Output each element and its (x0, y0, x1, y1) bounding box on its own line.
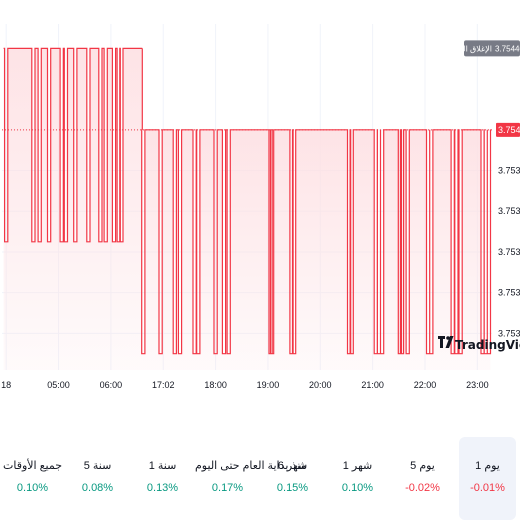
performance-period-value: 0.15% (276, 482, 309, 494)
price-chart[interactable]: 3.753800 3.753600 3.753400 3.753200 3.753000… (0, 0, 520, 390)
performance-period-value: 0.13% (146, 482, 179, 494)
time-axis: 18 05:00 06:00 17:02 18:00 19:00 20:00 21:00 22:… (1, 380, 488, 390)
price-area-fill (3, 48, 143, 371)
x-tick-label: 21:00 (361, 380, 384, 390)
performance-period-2[interactable]: 1 شهر 0.10% (325, 437, 390, 520)
y-tick-label: 3.753400 (498, 247, 520, 257)
chart-canvas[interactable]: 3.753800 3.753600 3.753400 3.753200 3.753000… (0, 0, 520, 390)
price-axis: 3.753800 3.753600 3.753400 3.753200 3.753000 (498, 166, 520, 339)
performance-period-4[interactable]: منذ بداية العام حتى اليوم 0.17% (195, 437, 307, 520)
price-line (3, 47, 143, 243)
performance-period-6[interactable]: 5 سنة 0.08% (65, 437, 130, 520)
performance-period-7[interactable]: جميع الأوقات 0.10% (0, 437, 65, 520)
y-tick-label: 3.753200 (498, 288, 520, 298)
tradingview-wordmark: TradingView (455, 338, 520, 352)
prev-close-badge (464, 40, 520, 57)
performance-period-label: 5 يوم (410, 460, 435, 472)
x-tick-label: 22:00 (414, 380, 437, 390)
performance-period-value: -0.02% (405, 482, 440, 494)
tradingview-icon (438, 336, 454, 348)
price-area (2, 47, 492, 371)
x-tick-label: 18 (1, 380, 11, 390)
performance-period-label: جميع الأوقات (3, 460, 62, 472)
prev-close-value: 3.754400 (495, 44, 520, 53)
performance-period-label: 1 شهر (342, 460, 373, 472)
x-tick-label: 05:00 (47, 380, 70, 390)
x-tick-label: 06:00 (100, 380, 123, 390)
performance-period-value: 0.08% (81, 482, 114, 494)
x-tick-label: 19:00 (257, 380, 280, 390)
performance-period-label: منذ بداية العام حتى اليوم (195, 460, 307, 472)
performance-period-value: 0.10% (16, 482, 49, 494)
prev-close-label: الإغلاق السابق (445, 44, 492, 54)
x-tick-label: 17:02 (152, 380, 175, 390)
performance-bar: 1 يوم -0.01% 5 يوم -0.02% 1 شهر 0.10% 6 شهر 0.1… (0, 437, 520, 520)
performance-period-3[interactable]: 6 شهر 0.15% (260, 437, 325, 520)
performance-period-value: -0.01% (470, 482, 505, 494)
tradingview-logo[interactable]: TradingView (438, 336, 520, 352)
performance-period-value: 0.17% (211, 482, 244, 494)
x-tick-label: 18:00 (204, 380, 227, 390)
performance-period-1[interactable]: 5 يوم -0.02% (390, 437, 455, 520)
performance-period-value: 0.10% (341, 482, 374, 494)
performance-period-label: 6 شهر (277, 460, 308, 472)
performance-period-label: 1 يوم (475, 460, 500, 472)
performance-period-0[interactable]: 1 يوم -0.01% (459, 437, 516, 520)
last-price-badge (496, 122, 520, 137)
performance-period-label: 1 سنة (148, 460, 177, 472)
performance-period-label: 5 سنة (83, 460, 112, 472)
x-tick-label: 23:00 (466, 380, 489, 390)
y-tick-label: 3.753000 (498, 328, 520, 338)
y-tick-label: 3.753600 (498, 206, 520, 216)
x-tick-label: 20:00 (309, 380, 332, 390)
y-tick-label: 3.753800 (498, 166, 520, 176)
last-price-value: 3.754000 (498, 125, 520, 135)
performance-period-5[interactable]: 1 سنة 0.13% (130, 437, 195, 520)
price-area-fill (141, 129, 491, 370)
